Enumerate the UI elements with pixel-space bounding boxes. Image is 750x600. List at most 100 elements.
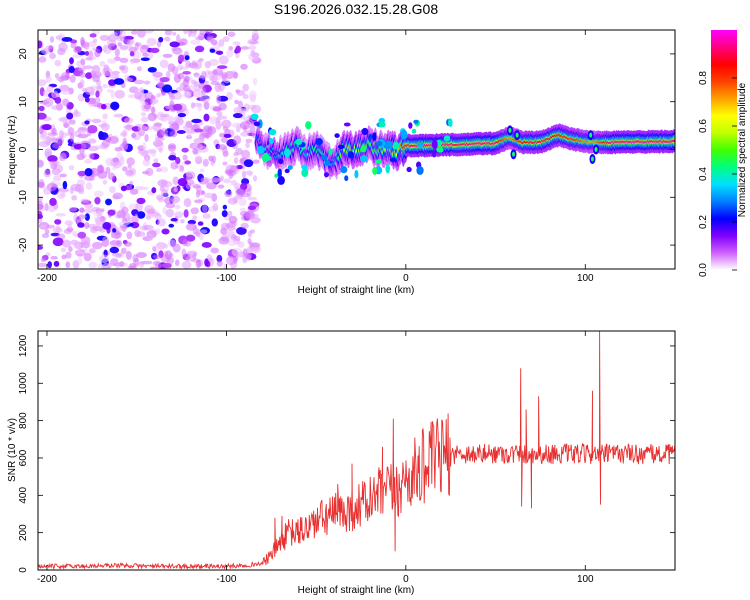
noise-cell xyxy=(184,160,191,165)
noise-cell xyxy=(194,199,203,204)
noise-cell xyxy=(61,254,67,260)
noise-cell xyxy=(95,90,100,98)
noise-cell xyxy=(113,113,124,118)
noise-cell xyxy=(77,170,87,177)
noise-cell xyxy=(72,260,80,269)
noise-cell xyxy=(226,237,237,247)
noise-cell xyxy=(192,88,204,98)
noise-cell xyxy=(49,36,55,43)
ridge-blob xyxy=(375,159,382,164)
colorbar-tick-label: 0.0 xyxy=(698,263,709,277)
noise-cell xyxy=(67,223,72,230)
noise-cell xyxy=(70,183,81,192)
noise-cell xyxy=(52,142,62,149)
noise-cell xyxy=(78,207,85,213)
spectrogram-x-tick-label: 100 xyxy=(577,273,594,284)
noise-cell xyxy=(109,186,116,194)
snr-y-tick-label: 1200 xyxy=(18,334,29,357)
noise-cell xyxy=(79,72,87,78)
noise-cell xyxy=(200,70,207,80)
noise-cell xyxy=(110,239,118,249)
noise-cell xyxy=(201,87,207,96)
ridge-blob xyxy=(368,133,373,140)
noise-cell xyxy=(89,167,100,177)
noise-cell xyxy=(210,177,221,183)
noise-cell xyxy=(119,45,129,50)
noise-cell xyxy=(239,207,247,212)
noise-cell xyxy=(164,250,173,260)
noise-cell xyxy=(191,118,202,124)
ridge-blob xyxy=(512,151,516,157)
noise-cell xyxy=(170,217,178,222)
noise-cell xyxy=(136,197,146,205)
noise-cell xyxy=(100,122,110,131)
noise-cell xyxy=(217,65,228,69)
noise-cell xyxy=(168,223,175,228)
noise-cell xyxy=(239,210,251,217)
ridge-blob xyxy=(295,138,303,145)
noise-cell xyxy=(203,101,210,110)
noise-cell xyxy=(117,42,123,47)
noise-cell xyxy=(151,148,157,158)
noise-cell xyxy=(185,170,196,178)
noise-cell xyxy=(164,30,173,36)
snr-x-tick-label: 0 xyxy=(403,574,409,585)
noise-cell xyxy=(168,154,177,161)
snr-series-line xyxy=(38,331,675,570)
noise-cell xyxy=(182,238,189,247)
ridge-blob xyxy=(408,122,413,129)
noise-cell xyxy=(55,136,65,145)
noise-cell xyxy=(248,171,253,177)
noise-cell xyxy=(243,103,250,112)
noise-cell xyxy=(38,196,43,203)
noise-cell xyxy=(59,173,67,178)
noise-cell xyxy=(221,119,232,129)
snr-x-tick-label: -200 xyxy=(37,574,57,585)
noise-cell xyxy=(233,183,242,190)
spectrogram-x-axis: -200 -100 0 100 xyxy=(37,30,594,284)
noise-cell xyxy=(114,146,122,152)
noise-cell xyxy=(71,230,78,236)
noise-cell xyxy=(92,102,103,108)
ridge-blob xyxy=(278,158,284,165)
noise-cell xyxy=(106,39,117,47)
noise-cell xyxy=(217,82,226,91)
snr-x-axis-label: Height of straight line (km) xyxy=(298,585,415,596)
noise-cell xyxy=(120,131,127,137)
noise-cell xyxy=(152,245,157,252)
noise-cell xyxy=(84,96,90,103)
noise-cell xyxy=(174,204,181,210)
noise-cell xyxy=(155,242,167,250)
noise-cell xyxy=(172,243,181,253)
noise-cell xyxy=(77,256,83,265)
noise-cell xyxy=(238,197,247,207)
noise-cell xyxy=(109,246,120,254)
noise-cell xyxy=(175,157,181,165)
noise-cell xyxy=(99,228,106,233)
noise-cell xyxy=(58,155,64,162)
noise-cell xyxy=(227,31,236,37)
noise-cell xyxy=(85,72,93,80)
noise-cell xyxy=(83,208,94,214)
noise-cell xyxy=(38,159,44,168)
noise-cell xyxy=(103,64,110,74)
noise-cell xyxy=(216,260,223,267)
spectrogram-x-tick-label: -100 xyxy=(216,273,236,284)
noise-cell xyxy=(116,209,126,219)
noise-cell xyxy=(249,124,256,133)
noise-cell xyxy=(165,208,174,218)
ridge-blob xyxy=(385,163,391,174)
noise-cell xyxy=(143,224,154,231)
noise-cell xyxy=(38,141,50,148)
noise-cell xyxy=(192,102,203,107)
noise-cell xyxy=(120,185,127,192)
noise-cell xyxy=(87,124,98,134)
noise-cell xyxy=(167,144,177,152)
noise-cell xyxy=(244,252,253,259)
noise-cell xyxy=(191,30,197,38)
ridge-blob xyxy=(284,148,291,158)
noise-cell xyxy=(210,247,220,254)
noise-cell xyxy=(187,30,192,38)
